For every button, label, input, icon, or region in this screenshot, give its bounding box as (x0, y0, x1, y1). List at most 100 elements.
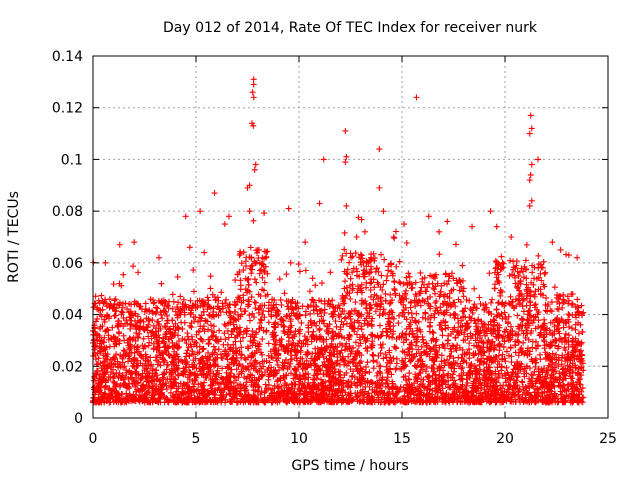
data-point (135, 269, 142, 276)
data-point (403, 240, 410, 246)
data-point (353, 331, 360, 338)
data-point (120, 271, 127, 278)
data-point (535, 252, 542, 259)
data-point (460, 293, 467, 300)
data-point (304, 303, 311, 310)
data-point (426, 345, 433, 352)
data-point (455, 354, 462, 361)
data-point (466, 355, 473, 362)
data-point (240, 292, 247, 299)
data-point (447, 312, 454, 319)
data-point (498, 253, 505, 260)
data-point (477, 300, 484, 307)
data-point (187, 297, 194, 304)
data-point (541, 316, 548, 323)
data-point (535, 323, 542, 330)
data-point (376, 322, 383, 329)
data-point (273, 357, 280, 364)
data-point (472, 331, 479, 338)
data-point (387, 260, 394, 267)
data-point (127, 325, 134, 332)
data-point (177, 293, 184, 300)
data-point (251, 299, 258, 306)
data-point (302, 267, 309, 274)
data-point (367, 293, 374, 300)
data-point (531, 275, 538, 282)
data-point (205, 341, 212, 348)
data-point (399, 330, 406, 337)
data-point (452, 334, 459, 341)
data-point (236, 252, 243, 259)
data-point (406, 331, 413, 338)
data-point (207, 322, 214, 329)
data-point (295, 261, 302, 268)
data-point (364, 359, 371, 366)
data-point (309, 275, 316, 282)
data-point (543, 294, 550, 301)
data-point (503, 326, 510, 333)
data-point (316, 325, 323, 332)
data-point (158, 280, 165, 287)
data-point (390, 322, 397, 329)
data-point (389, 314, 396, 321)
data-point (265, 352, 272, 359)
data-point (164, 375, 171, 382)
data-point (531, 368, 538, 375)
data-point (347, 275, 354, 282)
data-point (232, 308, 239, 315)
data-point (250, 217, 257, 224)
data-point (450, 275, 457, 282)
data-point (318, 280, 325, 287)
data-point (412, 318, 419, 325)
data-point (276, 276, 283, 283)
data-point (348, 372, 355, 379)
data-point (248, 270, 255, 277)
data-point (278, 302, 285, 309)
data-point (422, 315, 429, 322)
data-point (178, 319, 185, 326)
data-point (510, 258, 517, 265)
data-point (381, 256, 388, 263)
data-point (508, 359, 515, 366)
data-point (426, 353, 433, 360)
data-point (370, 365, 377, 372)
data-point (216, 327, 223, 334)
data-point (352, 339, 359, 346)
data-point (402, 287, 409, 294)
data-point (507, 257, 514, 264)
data-point (352, 299, 359, 306)
data-point (366, 269, 373, 276)
data-point (396, 258, 403, 265)
data-point (463, 296, 470, 303)
data-point (522, 394, 529, 401)
data-point (265, 319, 272, 326)
data-point (245, 275, 252, 282)
data-point (251, 276, 258, 283)
data-point (489, 296, 496, 303)
data-point (515, 331, 522, 338)
data-point (369, 315, 376, 322)
data-point (371, 284, 378, 291)
data-point (382, 290, 389, 297)
data-point (468, 361, 475, 368)
data-point (261, 210, 268, 217)
data-point (218, 289, 225, 296)
data-point (580, 309, 587, 316)
data-point (92, 293, 99, 300)
data-point (329, 297, 336, 304)
data-point (393, 263, 400, 270)
data-point (422, 310, 429, 317)
data-point (459, 262, 466, 269)
data-point (340, 321, 347, 328)
data-point (268, 354, 275, 361)
data-point (471, 285, 478, 292)
data-point (431, 290, 438, 297)
data-point (219, 365, 226, 372)
data-point (341, 229, 348, 236)
data-point (565, 332, 572, 339)
data-point (452, 241, 459, 248)
data-point (302, 312, 309, 319)
data-point (152, 367, 159, 374)
data-point (541, 270, 548, 277)
data-point (261, 267, 268, 274)
